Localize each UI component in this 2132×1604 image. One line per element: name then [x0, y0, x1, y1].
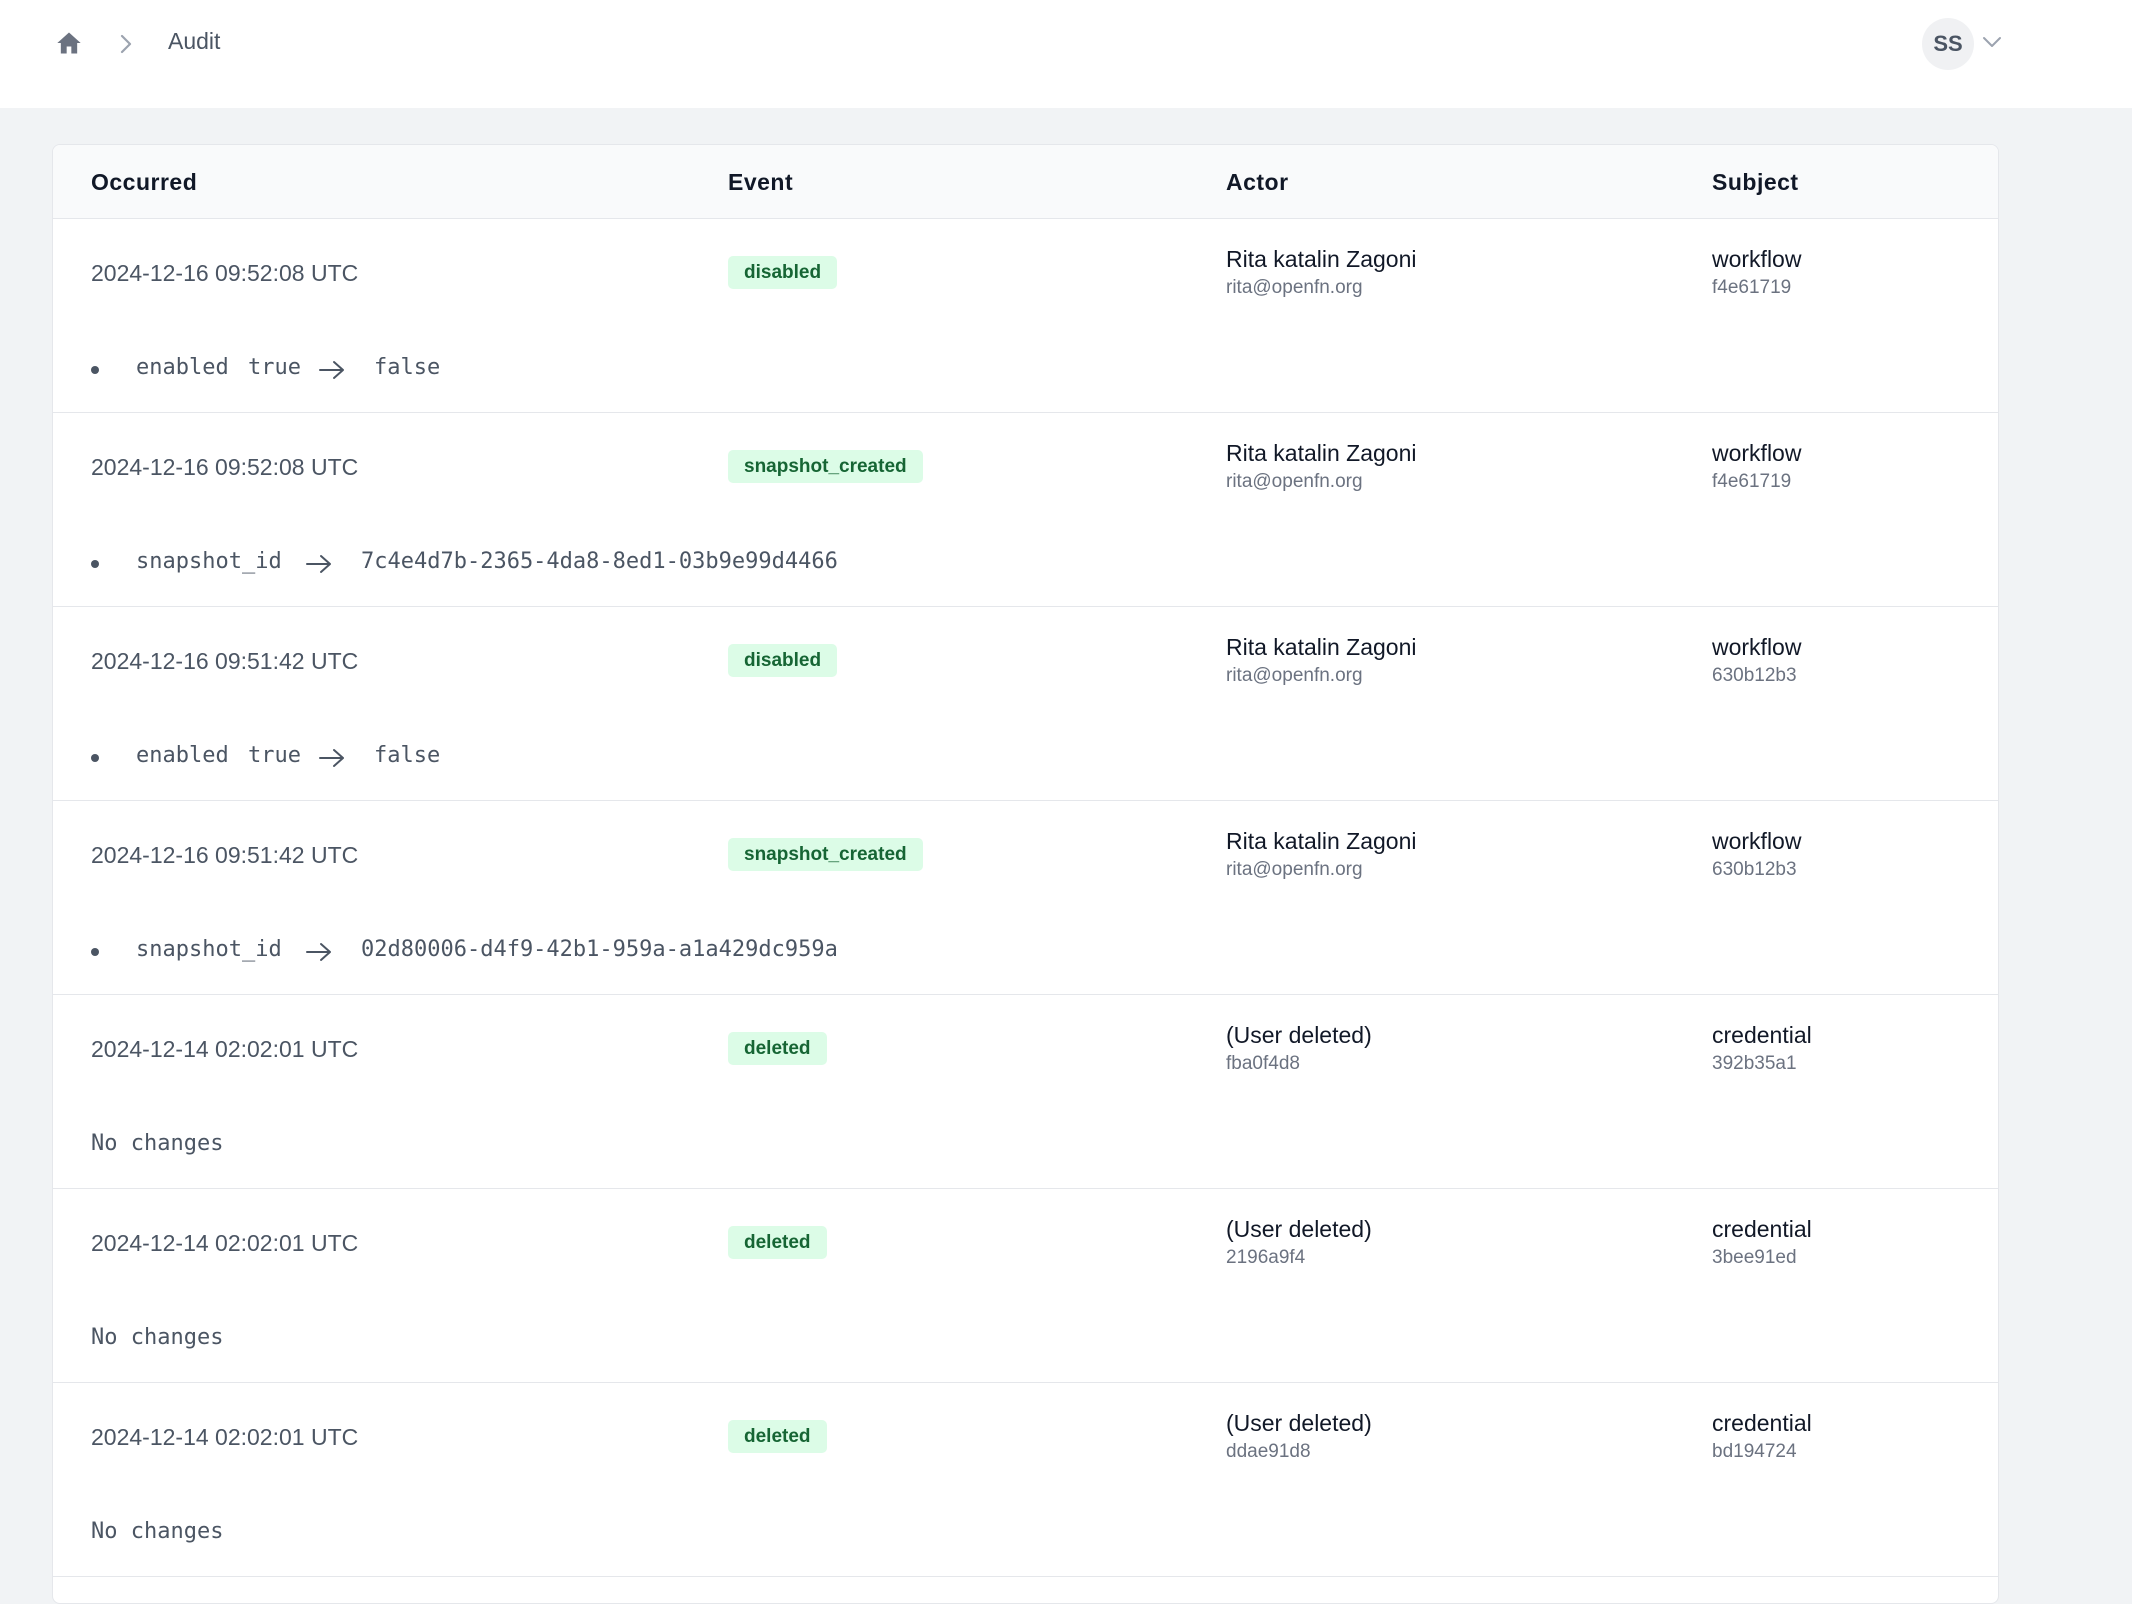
row-main: 2024-12-16 09:51:42 UTC disabled Rita ka… [53, 607, 1998, 716]
change-field: snapshot_id [136, 549, 282, 574]
subject-type: workflow [1712, 828, 1802, 854]
row-main: 2024-12-14 02:02:01 UTC deleted (User de… [53, 995, 1998, 1104]
actor-name: (User deleted) [1226, 1022, 1372, 1048]
event-badge: deleted [728, 1032, 827, 1065]
actor-name: Rita katalin Zagoni [1226, 634, 1417, 660]
occurred-time: 2024-12-16 09:51:42 UTC [91, 648, 359, 674]
table-row: 2024-12-16 09:52:08 UTC snapshot_created… [53, 413, 1998, 607]
occurred-time: 2024-12-16 09:52:08 UTC [91, 454, 359, 480]
actor-name: (User deleted) [1226, 1216, 1372, 1242]
top-bar: Audit SS [0, 0, 2132, 108]
header-subject: Subject [1712, 169, 1799, 195]
occurred-time: 2024-12-16 09:52:08 UTC [91, 260, 359, 286]
actor-name: Rita katalin Zagoni [1226, 440, 1417, 466]
chevron-right-icon [120, 34, 132, 54]
no-changes-text: No changes [91, 1325, 224, 1350]
change-to: 7c4e4d7b-2365-4da8-8ed1-03b9e99d4466 [361, 549, 838, 574]
event-badge: snapshot_created [728, 838, 923, 871]
subject-id: 630b12b3 [1712, 859, 1797, 880]
change-to: 02d80006-d4f9-42b1-959a-a1a429dc959a [361, 937, 838, 962]
bullet [91, 560, 99, 568]
event-badge: snapshot_created [728, 450, 923, 483]
subject-id: f4e61719 [1712, 471, 1792, 492]
bullet [91, 754, 99, 762]
subject-type: credential [1712, 1216, 1812, 1242]
subject-id: 392b35a1 [1712, 1053, 1797, 1074]
subject-id: f4e61719 [1712, 277, 1792, 298]
occurred-time: 2024-12-14 02:02:01 UTC [91, 1230, 359, 1256]
subject-type: credential [1712, 1022, 1812, 1048]
table-row: 2024-12-16 09:52:08 UTC disabled Rita ka… [53, 219, 1998, 413]
event-badge: deleted [728, 1226, 827, 1259]
bullet [91, 948, 99, 956]
row-changes: enabled true false [53, 328, 1998, 412]
user-avatar[interactable]: SS [1922, 18, 1974, 70]
subject-type: workflow [1712, 440, 1802, 466]
home-icon[interactable] [54, 29, 84, 57]
change-to: false [374, 743, 441, 768]
subject-type: workflow [1712, 246, 1802, 272]
subject-id: 3bee91ed [1712, 1247, 1797, 1268]
row-changes: No changes [53, 1492, 1998, 1576]
no-changes-text: No changes [91, 1519, 224, 1544]
breadcrumb-current: Audit [168, 28, 221, 54]
change-to: false [374, 355, 441, 380]
occurred-time: 2024-12-14 02:02:01 UTC [91, 1424, 359, 1450]
row-main: 2024-12-14 02:02:01 UTC deleted (User de… [53, 1383, 1998, 1492]
bullet [91, 366, 99, 374]
table-row: 2024-12-16 09:51:42 UTC snapshot_created… [53, 801, 1998, 995]
subject-type: credential [1712, 1410, 1812, 1436]
change-field: enabled [136, 355, 229, 380]
actor-name: Rita katalin Zagoni [1226, 828, 1417, 854]
actor-email: ddae91d8 [1226, 1441, 1311, 1462]
table-row: 2024-12-16 09:51:42 UTC disabled Rita ka… [53, 607, 1998, 801]
actor-email: rita@openfn.org [1226, 859, 1363, 880]
row-main: 2024-12-16 09:52:08 UTC snapshot_created… [53, 413, 1998, 522]
occurred-time: 2024-12-16 09:51:42 UTC [91, 842, 359, 868]
table-row: 2024-12-14 02:02:01 UTC deleted (User de… [53, 1189, 1998, 1383]
subject-type: workflow [1712, 634, 1802, 660]
row-main: 2024-12-16 09:51:42 UTC snapshot_created… [53, 801, 1998, 910]
arrow-right-icon [305, 553, 333, 575]
actor-name: (User deleted) [1226, 1410, 1372, 1436]
table-row: 2024-12-14 02:02:01 UTC deleted (User de… [53, 1383, 1998, 1577]
audit-table: Occurred Event Actor Subject 2024-12-16 … [52, 144, 1999, 1604]
table-row: 2024-12-14 02:02:01 UTC deleted (User de… [53, 995, 1998, 1189]
row-changes: No changes [53, 1298, 1998, 1382]
arrow-right-icon [318, 359, 346, 381]
occurred-time: 2024-12-14 02:02:01 UTC [91, 1036, 359, 1062]
actor-email: fba0f4d8 [1226, 1053, 1300, 1074]
row-changes: enabled true false [53, 716, 1998, 800]
row-main: 2024-12-14 02:02:01 UTC deleted (User de… [53, 1189, 1998, 1298]
header-occurred: Occurred [91, 169, 198, 195]
no-changes-text: No changes [91, 1131, 224, 1156]
event-badge: disabled [728, 256, 838, 289]
change-from: true [248, 743, 301, 768]
event-badge: disabled [728, 644, 838, 677]
chevron-down-icon[interactable] [1982, 35, 2002, 49]
actor-email: rita@openfn.org [1226, 665, 1363, 686]
row-changes: No changes [53, 1104, 1998, 1188]
row-changes: snapshot_id 7c4e4d7b-2365-4da8-8ed1-03b9… [53, 522, 1998, 606]
actor-email: 2196a9f4 [1226, 1247, 1306, 1268]
actor-email: rita@openfn.org [1226, 277, 1363, 298]
header-actor: Actor [1226, 169, 1289, 195]
table-body: 2024-12-16 09:52:08 UTC disabled Rita ka… [53, 219, 1998, 1577]
header-event: Event [728, 169, 794, 195]
arrow-right-icon [318, 747, 346, 769]
row-main: 2024-12-16 09:52:08 UTC disabled Rita ka… [53, 219, 1998, 328]
subject-id: 630b12b3 [1712, 665, 1797, 686]
subject-id: bd194724 [1712, 1441, 1797, 1462]
row-changes: snapshot_id 02d80006-d4f9-42b1-959a-a1a4… [53, 910, 1998, 994]
change-field: snapshot_id [136, 937, 282, 962]
change-from: true [248, 355, 301, 380]
event-badge: deleted [728, 1420, 827, 1453]
actor-email: rita@openfn.org [1226, 471, 1363, 492]
arrow-right-icon [305, 941, 333, 963]
actor-name: Rita katalin Zagoni [1226, 246, 1417, 272]
change-field: enabled [136, 743, 229, 768]
table-header: Occurred Event Actor Subject [53, 145, 1998, 219]
